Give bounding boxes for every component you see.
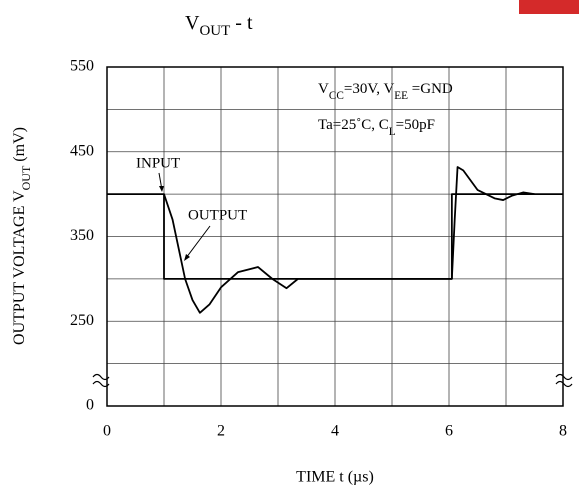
text-part: =30V, V <box>344 81 395 97</box>
text-part: Ta=25˚C, C <box>318 117 389 133</box>
subscript: CC <box>329 90 344 102</box>
series-label: INPUT <box>136 155 180 171</box>
text-part: OUTPUT VOLTAGE V <box>11 190 28 345</box>
y-axis-label: OUTPUT VOLTAGE VOUT (mV) <box>11 127 33 345</box>
subscript: EE <box>394 90 408 102</box>
y-tick-label: 250 <box>70 312 94 329</box>
series-label: OUTPUT <box>188 207 247 223</box>
x-tick-label: 8 <box>559 423 567 440</box>
y-tick-label: 350 <box>70 227 94 244</box>
x-tick-label: 6 <box>445 423 453 440</box>
text-part: V <box>185 12 200 34</box>
text-part: =50pF <box>396 117 435 133</box>
subscript: OUT <box>199 23 230 39</box>
pointer-head <box>184 254 190 261</box>
y-tick-label: 450 <box>70 142 94 159</box>
plot-frame <box>106 66 564 407</box>
x-tick-label: 2 <box>217 423 225 440</box>
axis-break <box>555 373 573 388</box>
text-part: - t <box>230 12 253 34</box>
text-part: V <box>318 81 329 97</box>
subscript: OUT <box>19 165 33 190</box>
series-line <box>163 166 535 314</box>
chart-title: VOUT - t <box>185 12 253 40</box>
text-part: (mV) <box>11 127 28 166</box>
conditions-line: Ta=25˚C, CL=50pF <box>318 117 435 137</box>
logo-strip <box>519 0 579 14</box>
pointer <box>185 225 211 259</box>
x-axis-label: TIME t (µs) <box>296 469 374 486</box>
text-part: =GND <box>408 81 453 97</box>
y-tick-label: 0 <box>86 397 94 414</box>
pointer-head <box>159 186 164 192</box>
conditions-line: VCC=30V, VEE =GND <box>318 81 453 101</box>
x-tick-label: 0 <box>103 423 111 440</box>
x-tick-label: 4 <box>331 423 339 440</box>
y-tick-label: 550 <box>70 58 94 75</box>
